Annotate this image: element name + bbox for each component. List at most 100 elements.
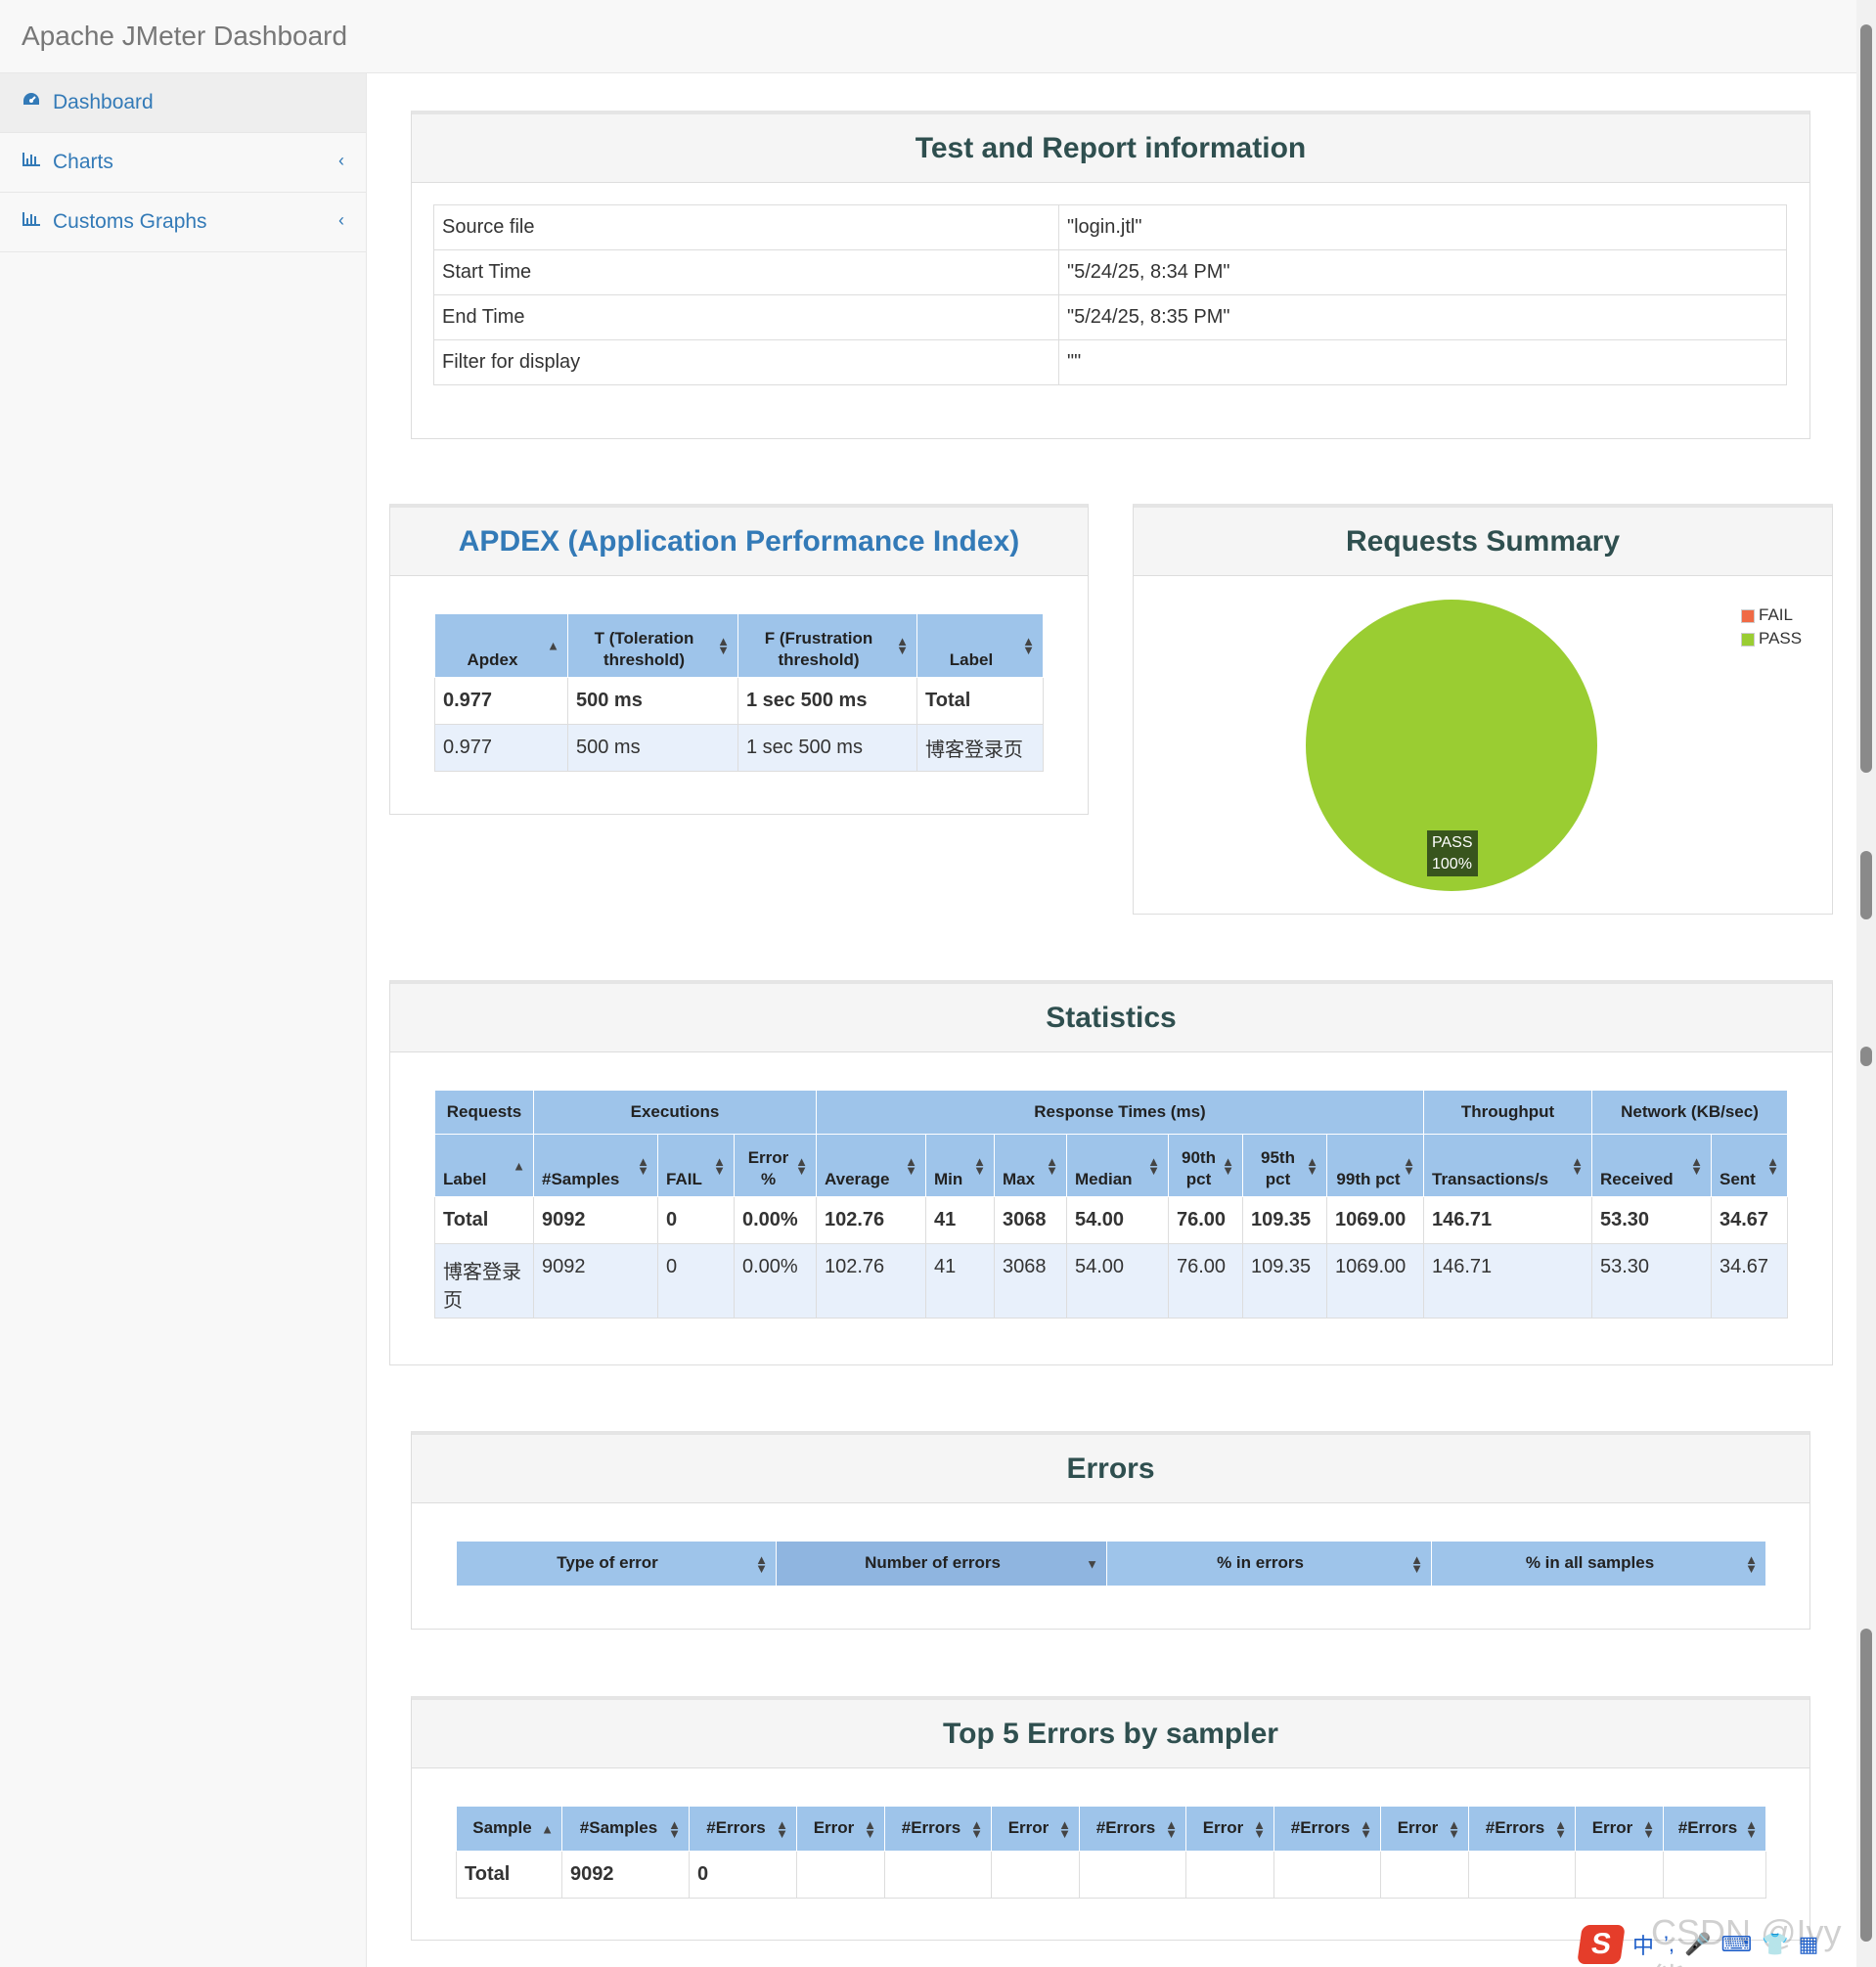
keyboard-icon[interactable]: ⌨	[1720, 1932, 1753, 1956]
sort-icon: ▲ ▼	[1360, 1816, 1372, 1841]
column-header-pct-in-errors[interactable]: % in errors ▲ ▼	[1106, 1541, 1432, 1587]
table-cell: 0.00%	[734, 1196, 817, 1244]
table-cell: 34.67	[1711, 1243, 1788, 1319]
table-cell: 109.35	[1242, 1196, 1327, 1244]
panel-title: Statistics	[390, 984, 1832, 1052]
group-header-requests: Requests	[434, 1090, 534, 1135]
table-cell	[1468, 1851, 1576, 1899]
column-header-error[interactable]: Error ▲ ▼	[1380, 1806, 1469, 1852]
sort-icon: ▲ ▼	[1766, 1153, 1779, 1178]
sort-icon: ▲ ▼	[1046, 1153, 1058, 1178]
table-cell	[1380, 1851, 1469, 1899]
sogou-logo-icon[interactable]: S	[1577, 1925, 1626, 1964]
shirt-icon[interactable]: 👕	[1762, 1932, 1789, 1956]
errors-panel: Errors Type of error ▲ ▼ Number of errors ▼…	[411, 1431, 1810, 1630]
ime-mode-indicator[interactable]: 中	[1632, 1934, 1655, 1958]
scrollbar-thumb[interactable]	[1860, 1047, 1872, 1066]
dashboard-icon	[22, 91, 53, 114]
slice-label-pct: 100%	[1432, 855, 1472, 872]
column-header-errors[interactable]: #Errors ▲ ▼	[1663, 1806, 1766, 1852]
table-cell	[1185, 1851, 1274, 1899]
column-header-errors[interactable]: #Errors ▲ ▼	[1079, 1806, 1186, 1852]
sidebar-item-customs-graphs[interactable]: Customs Graphs ‹	[0, 193, 366, 252]
column-header-label[interactable]: Label ▲	[434, 1134, 534, 1197]
table-cell: 0.977	[434, 677, 568, 725]
info-value: "login.jtl"	[1058, 204, 1787, 250]
table-cell: 9092	[561, 1851, 690, 1899]
table-row: Filter for display ""	[433, 339, 1787, 385]
chevron-left-icon[interactable]: ‹	[338, 151, 344, 170]
column-header-max[interactable]: Max ▲ ▼	[994, 1134, 1067, 1197]
sort-icon: ▲ ▼	[1222, 1153, 1234, 1178]
column-header-samples[interactable]: #Samples ▲ ▼	[561, 1806, 690, 1852]
microphone-icon[interactable]: 🎤	[1684, 1932, 1712, 1956]
column-header-error[interactable]: Error ▲ ▼	[991, 1806, 1080, 1852]
sort-icon: ▲ ▼	[668, 1816, 681, 1841]
sidebar-item-label: Charts	[53, 151, 113, 173]
table-cell: 3068	[994, 1243, 1067, 1319]
column-header-average[interactable]: Average ▲ ▼	[816, 1134, 926, 1197]
column-header-transactions[interactable]: Transactions/s ▲ ▼	[1423, 1134, 1592, 1197]
grid-icon[interactable]: ▦	[1798, 1932, 1819, 1956]
sort-icon: ▲ ▼	[717, 633, 730, 657]
group-header-network: Network (KB/sec)	[1591, 1090, 1788, 1135]
table-cell: 53.30	[1591, 1196, 1712, 1244]
sort-icon: ▲ ▼	[1745, 1551, 1758, 1576]
sort-icon: ▲ ▼	[713, 1153, 726, 1178]
column-header-number-of-errors[interactable]: Number of errors ▼	[776, 1541, 1107, 1587]
sort-icon: ▲ ▼	[795, 1153, 808, 1178]
sort-icon: ▲ ▼	[776, 1816, 788, 1841]
sidebar-item-dashboard[interactable]: Dashboard	[0, 73, 366, 133]
table-cell: 1069.00	[1326, 1196, 1424, 1244]
column-header-99th[interactable]: 99th pct ▲ ▼	[1326, 1134, 1424, 1197]
column-header-toleration[interactable]: T (Toleration threshold) ▲ ▼	[567, 613, 738, 678]
column-header-median[interactable]: Median ▲ ▼	[1066, 1134, 1169, 1197]
scrollbar-thumb[interactable]	[1860, 1629, 1872, 1942]
column-header-errors[interactable]: #Errors ▲ ▼	[884, 1806, 992, 1852]
sidebar-item-charts[interactable]: Charts ‹	[0, 133, 366, 193]
table-cell: Total	[434, 1196, 534, 1244]
column-header-samples[interactable]: #Samples ▲ ▼	[533, 1134, 658, 1197]
column-header-errors[interactable]: #Errors ▲ ▼	[1273, 1806, 1381, 1852]
legend-item-pass[interactable]: PASS	[1741, 629, 1802, 648]
column-header-type-of-error[interactable]: Type of error ▲ ▼	[456, 1541, 777, 1587]
pie-chart	[1306, 600, 1597, 891]
sort-icon: ▲ ▼	[637, 1153, 649, 1178]
column-header-errors[interactable]: #Errors ▲ ▼	[689, 1806, 797, 1852]
sort-icon: ▲ ▼	[755, 1551, 768, 1576]
chevron-left-icon[interactable]: ‹	[338, 210, 344, 230]
column-header-label[interactable]: Label ▲ ▼	[916, 613, 1044, 678]
column-header-95th[interactable]: 95th pct ▲ ▼	[1242, 1134, 1327, 1197]
legend-item-fail[interactable]: FAIL	[1741, 605, 1802, 625]
column-header-error[interactable]: Error ▲ ▼	[1185, 1806, 1274, 1852]
column-header-frustration[interactable]: F (Frustration threshold) ▲ ▼	[737, 613, 917, 678]
legend-swatch	[1741, 608, 1755, 623]
table-cell: 0.977	[434, 724, 568, 772]
statistics-table: Requests Executions Response Times (ms) …	[434, 1090, 1788, 1319]
column-header-apdex[interactable]: Apdex ▲	[434, 613, 568, 678]
column-header-error[interactable]: Error ▲ ▼	[796, 1806, 885, 1852]
column-header-error[interactable]: Error ▲ ▼	[1575, 1806, 1664, 1852]
app-title-link[interactable]: Apache JMeter Dashboard	[22, 21, 348, 51]
scrollbar-thumb[interactable]	[1860, 851, 1872, 919]
column-header-90th[interactable]: 90th pct ▲ ▼	[1168, 1134, 1243, 1197]
column-header-sent[interactable]: Sent ▲ ▼	[1711, 1134, 1788, 1197]
table-cell	[884, 1851, 992, 1899]
sort-icon: ▲ ▼	[1690, 1153, 1703, 1178]
column-header-fail[interactable]: FAIL ▲ ▼	[657, 1134, 735, 1197]
page-scrollbar[interactable]	[1856, 0, 1876, 1967]
column-header-sample[interactable]: Sample ▲	[456, 1806, 562, 1852]
column-header-errors[interactable]: #Errors ▲ ▼	[1468, 1806, 1576, 1852]
column-header-min[interactable]: Min ▲ ▼	[925, 1134, 995, 1197]
column-header-pct-in-all-samples[interactable]: % in all samples ▲ ▼	[1431, 1541, 1766, 1587]
column-header-received[interactable]: Received ▲ ▼	[1591, 1134, 1712, 1197]
statistics-panel: Statistics Requests Executions Response …	[389, 980, 1833, 1365]
scrollbar-thumb[interactable]	[1860, 24, 1872, 773]
pie-slice-pass[interactable]	[1306, 600, 1597, 891]
table-cell: 109.35	[1242, 1243, 1327, 1319]
info-key: End Time	[433, 294, 1059, 340]
sort-icon: ▲ ▼	[1642, 1816, 1655, 1841]
column-header-error-pct[interactable]: Error % ▲ ▼	[734, 1134, 817, 1197]
punctuation-icon[interactable]: ’,	[1664, 1932, 1675, 1956]
chart-legend: FAIL PASS	[1741, 605, 1802, 648]
